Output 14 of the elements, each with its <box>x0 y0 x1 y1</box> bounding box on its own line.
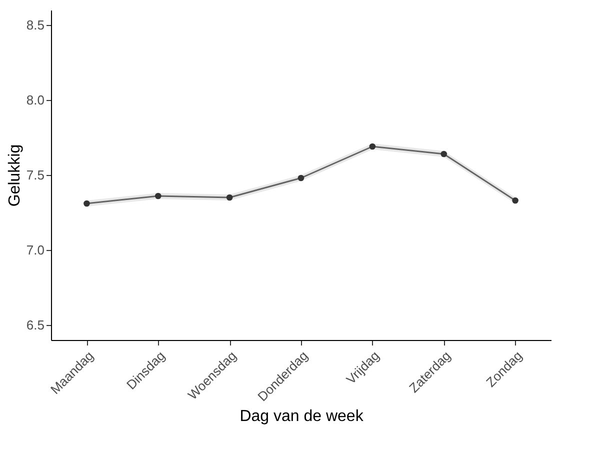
y-tick-label: 7.0 <box>26 242 44 258</box>
point <box>512 197 518 204</box>
point <box>226 194 233 201</box>
point <box>298 174 304 182</box>
y-tick-label: 6.5 <box>26 318 44 332</box>
point <box>369 143 376 150</box>
point <box>84 200 90 207</box>
y-tick-label: 7.5 <box>26 168 44 182</box>
y-tick-label: 8.5 <box>26 18 44 32</box>
x-axis-title: Dag van de week <box>240 408 364 426</box>
point <box>154 192 162 200</box>
y-axis-title: Gelukkig <box>6 144 24 207</box>
point <box>440 150 448 158</box>
y-tick-label: 8.0 <box>26 92 44 108</box>
